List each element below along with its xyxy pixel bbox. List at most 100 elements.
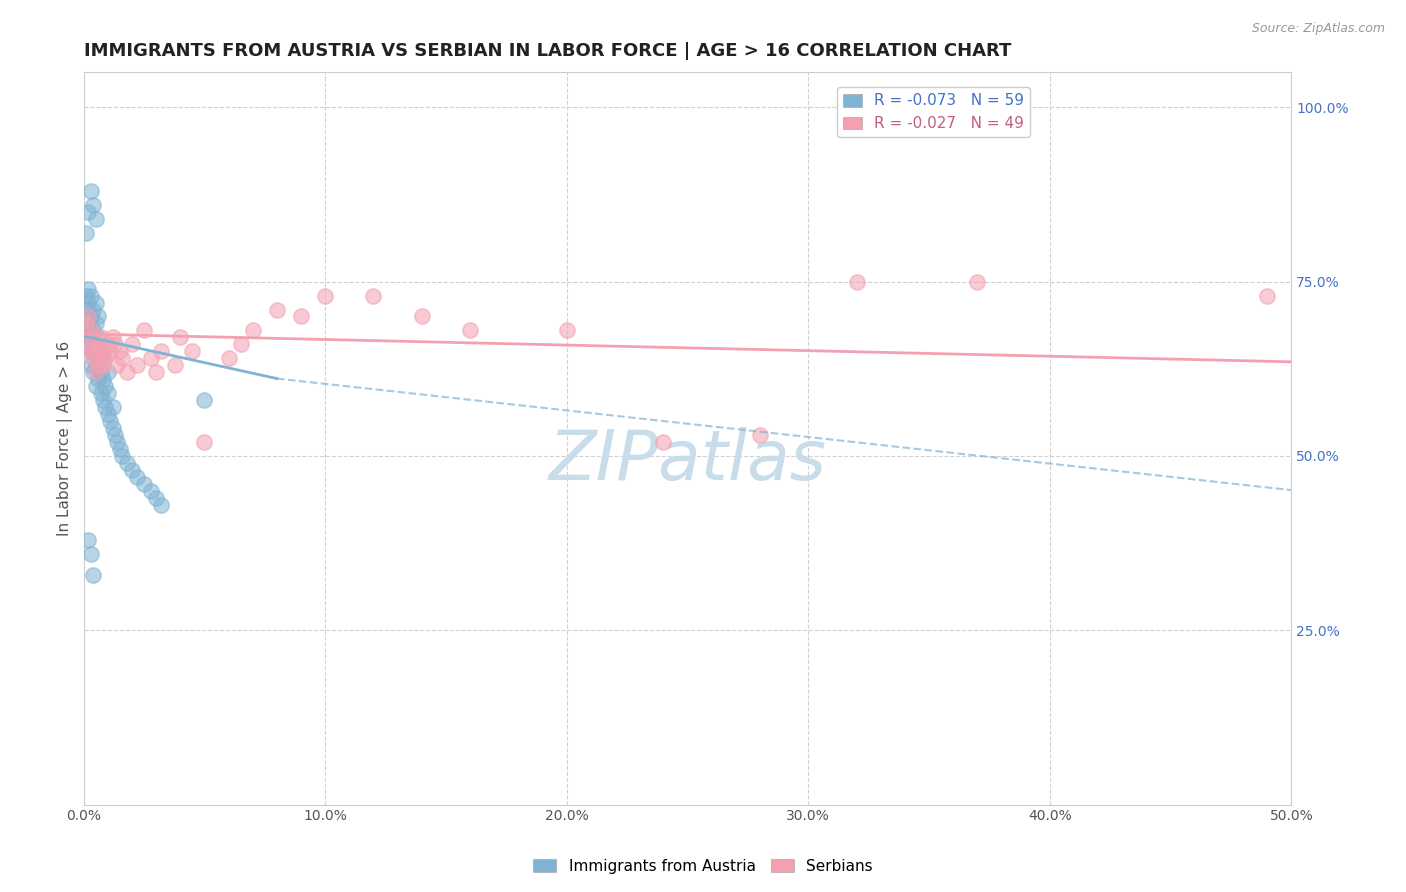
Point	[82, 351, 104, 366]
Point	[652, 435, 675, 450]
Point	[104, 428, 127, 442]
Point	[75, 288, 97, 302]
Point	[84, 365, 107, 379]
Point	[411, 310, 433, 324]
Point	[87, 372, 110, 386]
Point	[218, 351, 240, 366]
Point	[82, 198, 104, 212]
Point	[89, 344, 111, 359]
Point	[97, 407, 120, 421]
Point	[87, 310, 110, 324]
Point	[87, 351, 110, 366]
Point	[77, 295, 100, 310]
Text: IMMIGRANTS FROM AUSTRIA VS SERBIAN IN LABOR FORCE | AGE > 16 CORRELATION CHART: IMMIGRANTS FROM AUSTRIA VS SERBIAN IN LA…	[83, 42, 1011, 60]
Point	[82, 567, 104, 582]
Point	[94, 400, 117, 414]
Point	[91, 351, 114, 366]
Point	[111, 351, 134, 366]
Point	[845, 275, 868, 289]
Point	[111, 449, 134, 463]
Point	[98, 344, 121, 359]
Point	[91, 359, 114, 373]
Point	[132, 476, 155, 491]
Point	[125, 359, 148, 373]
Point	[458, 323, 481, 337]
Point	[77, 533, 100, 547]
Point	[98, 414, 121, 428]
Point	[229, 337, 252, 351]
Point	[115, 365, 138, 379]
Point	[82, 330, 104, 344]
Point	[80, 323, 103, 337]
Point	[80, 310, 103, 324]
Point	[108, 442, 131, 456]
Point	[80, 547, 103, 561]
Text: Source: ZipAtlas.com: Source: ZipAtlas.com	[1251, 22, 1385, 36]
Point	[75, 317, 97, 331]
Point	[91, 372, 114, 386]
Point	[165, 359, 187, 373]
Legend: R = -0.073   N = 59, R = -0.027   N = 49: R = -0.073 N = 59, R = -0.027 N = 49	[838, 87, 1031, 137]
Point	[80, 184, 103, 198]
Point	[125, 470, 148, 484]
Point	[290, 310, 312, 324]
Point	[80, 344, 103, 359]
Point	[242, 323, 264, 337]
Point	[87, 330, 110, 344]
Point	[80, 330, 103, 344]
Point	[82, 344, 104, 359]
Y-axis label: In Labor Force | Age > 16: In Labor Force | Age > 16	[58, 341, 73, 536]
Point	[121, 337, 143, 351]
Point	[145, 365, 167, 379]
Point	[89, 386, 111, 401]
Point	[193, 393, 215, 408]
Point	[121, 463, 143, 477]
Point	[87, 359, 110, 373]
Point	[104, 337, 127, 351]
Point	[1256, 288, 1278, 302]
Point	[363, 288, 385, 302]
Point	[966, 275, 988, 289]
Point	[75, 302, 97, 317]
Point	[97, 365, 120, 379]
Point	[77, 317, 100, 331]
Point	[84, 295, 107, 310]
Point	[101, 421, 124, 435]
Point	[193, 435, 215, 450]
Point	[91, 344, 114, 359]
Point	[149, 498, 172, 512]
Point	[145, 491, 167, 505]
Text: ZIPatlas: ZIPatlas	[548, 427, 827, 494]
Point	[84, 211, 107, 226]
Point	[101, 330, 124, 344]
Point	[108, 344, 131, 359]
Point	[141, 483, 163, 498]
Point	[266, 302, 288, 317]
Point	[132, 323, 155, 337]
Point	[94, 379, 117, 393]
Point	[169, 330, 191, 344]
Point	[91, 393, 114, 408]
Point	[107, 435, 129, 450]
Point	[97, 386, 120, 401]
Point	[84, 359, 107, 373]
Point	[75, 226, 97, 240]
Legend: Immigrants from Austria, Serbians: Immigrants from Austria, Serbians	[527, 853, 879, 880]
Point	[80, 344, 103, 359]
Point	[748, 428, 770, 442]
Point	[84, 344, 107, 359]
Point	[82, 323, 104, 337]
Point	[77, 205, 100, 219]
Point	[84, 337, 107, 351]
Point	[97, 337, 120, 351]
Point	[77, 337, 100, 351]
Point	[141, 351, 163, 366]
Point	[181, 344, 204, 359]
Point	[80, 359, 103, 373]
Point	[115, 456, 138, 470]
Point	[89, 351, 111, 366]
Point	[82, 365, 104, 379]
Point	[314, 288, 336, 302]
Point	[80, 288, 103, 302]
Point	[82, 302, 104, 317]
